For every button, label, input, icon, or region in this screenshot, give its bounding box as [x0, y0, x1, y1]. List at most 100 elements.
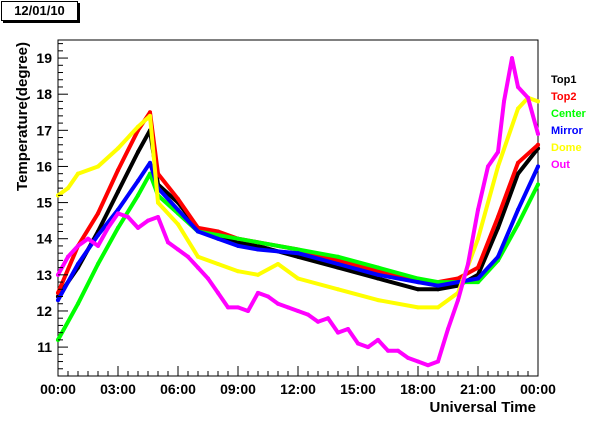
- y-tick-label: 13: [36, 267, 52, 283]
- data-point: [416, 280, 420, 285]
- x-tick-label: 09:00: [220, 381, 256, 397]
- data-point: [236, 305, 240, 310]
- data-point: [366, 345, 370, 350]
- data-point: [126, 215, 130, 220]
- data-point: [316, 319, 320, 324]
- data-point: [516, 84, 520, 89]
- data-point: [166, 240, 170, 245]
- data-point: [226, 305, 230, 310]
- data-point: [186, 254, 190, 259]
- data-point: [196, 254, 200, 259]
- data-point: [286, 305, 290, 310]
- x-tick-label: 12:00: [280, 381, 316, 397]
- data-point: [96, 164, 100, 169]
- data-point: [106, 225, 110, 230]
- data-point: [148, 113, 152, 118]
- data-point: [516, 207, 520, 212]
- data-point: [246, 308, 250, 313]
- data-point: [486, 164, 490, 169]
- data-point: [136, 124, 140, 129]
- data-point: [376, 276, 380, 281]
- data-point: [96, 262, 100, 266]
- data-point: [496, 215, 500, 220]
- x-tick-label: 15:00: [340, 381, 376, 397]
- data-point: [156, 200, 160, 205]
- data-point: [436, 305, 440, 310]
- data-point: [96, 211, 100, 216]
- data-point: [436, 280, 440, 285]
- data-point: [66, 186, 70, 191]
- data-point: [76, 301, 80, 306]
- data-point: [216, 290, 220, 295]
- y-tick-label: 14: [36, 231, 52, 247]
- data-point: [256, 243, 260, 248]
- legend-entry-top1: Top1: [551, 74, 576, 86]
- data-point: [496, 164, 500, 169]
- data-point: [136, 150, 140, 154]
- legend-entry-center: Center: [551, 108, 587, 120]
- data-point: [76, 262, 80, 266]
- x-tick-label: 03:00: [100, 381, 136, 397]
- data-point: [376, 298, 380, 303]
- data-point: [476, 276, 480, 281]
- data-point: [96, 233, 100, 238]
- series-line: [56, 56, 540, 368]
- data-point: [96, 243, 100, 248]
- data-point: [346, 327, 350, 332]
- data-point: [496, 254, 500, 259]
- y-tick-label: 12: [36, 303, 52, 319]
- data-point: [456, 276, 460, 281]
- data-point: [276, 301, 280, 306]
- data-point: [516, 106, 520, 111]
- data-point: [436, 283, 440, 288]
- data-point: [456, 298, 460, 303]
- data-point: [336, 262, 340, 266]
- data-point: [502, 99, 506, 104]
- x-tick-label: 06:00: [160, 381, 196, 397]
- data-point: [56, 298, 60, 303]
- data-point: [446, 327, 450, 332]
- data-point: [116, 189, 120, 194]
- data-point: [436, 287, 440, 292]
- data-point: [476, 207, 480, 212]
- data-point: [396, 348, 400, 353]
- data-point: [176, 247, 180, 252]
- y-tick-label: 17: [36, 122, 52, 138]
- data-point: [536, 164, 540, 169]
- data-point: [496, 150, 500, 154]
- data-point: [436, 359, 440, 364]
- y-tick-label: 16: [36, 158, 52, 174]
- x-tick-label: 21:00: [460, 381, 496, 397]
- y-tick-label: 11: [37, 339, 52, 355]
- x-tick-label: 00:00: [520, 381, 556, 397]
- y-tick-label: 18: [36, 86, 52, 102]
- data-point: [156, 215, 160, 220]
- data-point: [426, 363, 430, 368]
- data-point: [296, 251, 300, 256]
- data-point: [176, 196, 180, 201]
- data-point: [406, 355, 410, 360]
- data-point: [356, 341, 360, 346]
- series-dome: [56, 95, 540, 310]
- data-point: [306, 312, 310, 317]
- data-point: [86, 236, 90, 241]
- data-point: [386, 348, 390, 353]
- data-point: [256, 240, 260, 245]
- data-point: [296, 276, 300, 281]
- data-point: [148, 171, 152, 176]
- data-point: [116, 168, 120, 173]
- data-point: [336, 330, 340, 335]
- series-mirror: [56, 160, 540, 303]
- series-line: [56, 160, 540, 303]
- data-point: [256, 290, 260, 295]
- data-point: [296, 247, 300, 252]
- data-point: [116, 207, 120, 212]
- x-tick-label: 00:00: [40, 381, 76, 397]
- data-point: [236, 243, 240, 248]
- data-point: [76, 243, 80, 248]
- data-point: [476, 265, 480, 270]
- legend-entry-top2: Top2: [551, 91, 576, 103]
- data-point: [266, 294, 270, 299]
- data-point: [336, 287, 340, 292]
